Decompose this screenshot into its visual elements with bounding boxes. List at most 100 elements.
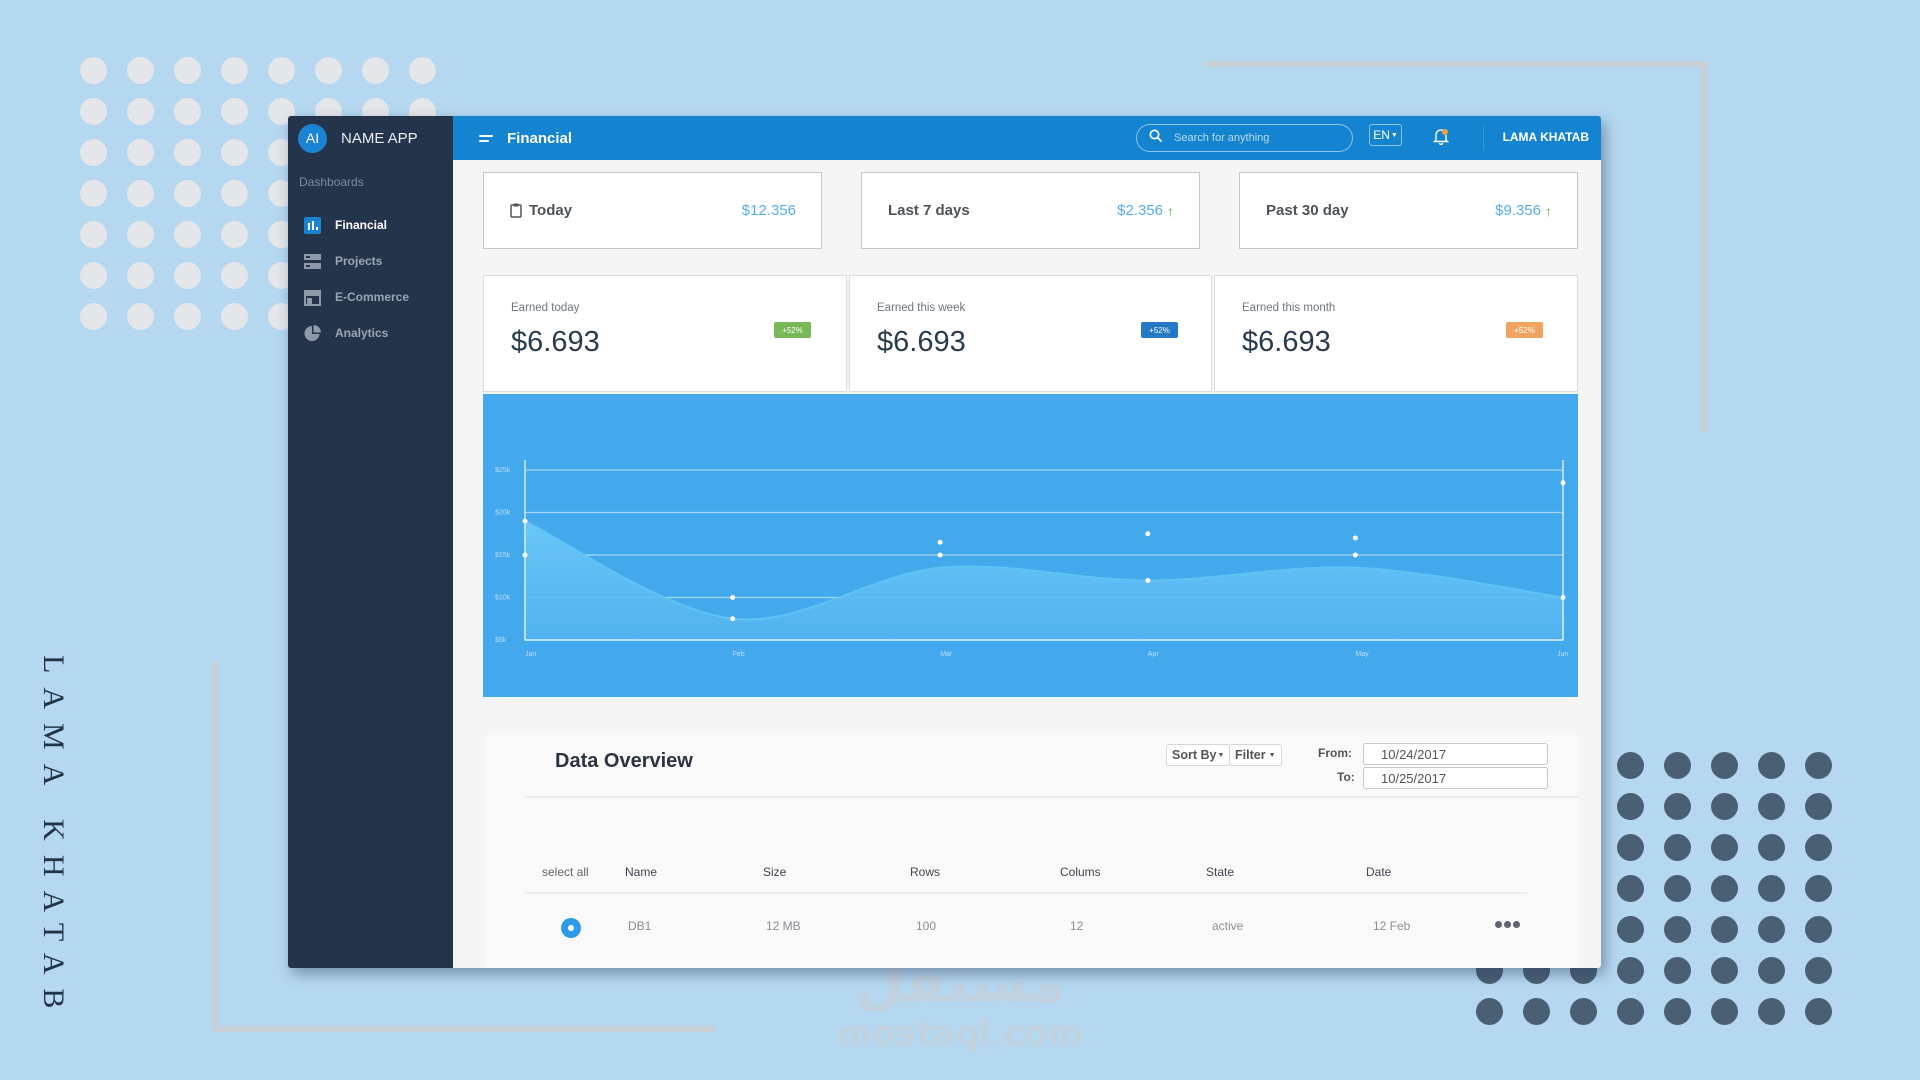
cell-state: active bbox=[1212, 919, 1244, 933]
app-name: NAME APP bbox=[341, 129, 418, 147]
overview-divider bbox=[525, 796, 1578, 798]
cell-size: 12 MB bbox=[766, 919, 801, 933]
earned-card-month: Earned this month $6.693 +52% bbox=[1214, 275, 1578, 392]
svg-text:Feb: Feb bbox=[733, 651, 745, 658]
svg-text:$20k: $20k bbox=[495, 510, 511, 517]
svg-text:$25k: $25k bbox=[495, 467, 511, 474]
column-header-size[interactable]: Size bbox=[763, 865, 787, 879]
change-badge: +52% bbox=[1506, 322, 1543, 338]
language-value: EN bbox=[1373, 128, 1390, 142]
table-header: select all Name Size Rows Colums State D… bbox=[485, 865, 1578, 885]
row-more-options-icon[interactable] bbox=[1495, 921, 1520, 928]
notification-button[interactable] bbox=[1432, 128, 1450, 150]
svg-text:Apr: Apr bbox=[1148, 651, 1160, 658]
earned-caption: Earned this week bbox=[877, 302, 966, 314]
summary-label: Last 7 days bbox=[888, 202, 970, 219]
svg-text:$5k: $5k bbox=[495, 637, 507, 644]
summary-label: Today bbox=[529, 202, 573, 219]
sidebar-section-label: Dashboards bbox=[299, 175, 364, 189]
svg-text:Mar: Mar bbox=[940, 651, 953, 658]
column-header-date[interactable]: Date bbox=[1366, 865, 1392, 879]
summary-value: $12.356 bbox=[741, 202, 796, 219]
app-window: AI NAME APP Dashboards Financial Project… bbox=[288, 116, 1601, 968]
decorative-frame-bottom-left bbox=[212, 662, 715, 1032]
filter-button[interactable]: Filter ▼ bbox=[1229, 744, 1282, 766]
watermark-latin: mostaql.com bbox=[836, 1014, 1084, 1054]
trend-up-icon: ↑ bbox=[1167, 202, 1174, 219]
from-label: From: bbox=[1318, 746, 1352, 760]
column-header-rows[interactable]: Rows bbox=[910, 865, 941, 879]
sidebar-item-label: Analytics bbox=[335, 326, 389, 340]
summary-label: Past 30 day bbox=[1266, 202, 1349, 219]
sort-by-label: Sort By bbox=[1172, 748, 1217, 762]
summary-card-today[interactable]: Today $12.356 bbox=[483, 172, 822, 249]
summary-card-past-30-days[interactable]: Past 30 day $9.356 ↑ bbox=[1239, 172, 1578, 249]
top-bar: Financial EN ▼ LAMA KHATAB bbox=[453, 116, 1601, 160]
menu-toggle-icon[interactable] bbox=[479, 131, 497, 145]
pie-chart-icon bbox=[304, 324, 321, 342]
summary-value: $9.356 bbox=[1495, 202, 1541, 219]
summary-card-last-7-days[interactable]: Last 7 days $2.356 ↑ bbox=[861, 172, 1200, 249]
earned-amount: $6.693 bbox=[511, 326, 600, 358]
sidebar-item-label: Projects bbox=[335, 254, 383, 268]
earned-caption: Earned this month bbox=[1242, 302, 1336, 314]
topbar-divider bbox=[1483, 126, 1484, 150]
sidebar-item-analytics[interactable]: Analytics bbox=[288, 315, 453, 351]
earned-amount: $6.693 bbox=[1242, 326, 1331, 358]
svg-text:Jan: Jan bbox=[525, 651, 536, 658]
store-icon bbox=[304, 289, 321, 306]
cell-date: 12 Feb bbox=[1373, 919, 1411, 933]
search-input[interactable] bbox=[1174, 132, 1324, 144]
table-row[interactable]: DB1 12 MB 100 12 active 12 Feb bbox=[485, 913, 1578, 938]
decorative-dots-dark bbox=[1476, 752, 1832, 1025]
data-overview-panel: Data Overview Sort By▼ Filter▼ From: To:… bbox=[485, 735, 1578, 968]
row-select-radio[interactable] bbox=[561, 918, 581, 938]
summary-value: $2.356 bbox=[1117, 202, 1163, 219]
svg-text:Jun: Jun bbox=[1557, 651, 1568, 658]
server-icon bbox=[304, 253, 321, 270]
sidebar-item-label: E-Commerce bbox=[335, 290, 410, 304]
search-box[interactable] bbox=[1136, 124, 1353, 152]
brand[interactable]: AI NAME APP bbox=[288, 116, 453, 160]
column-header-columns[interactable]: Colums bbox=[1060, 865, 1101, 879]
overview-title: Data Overview bbox=[555, 750, 693, 772]
svg-text:May: May bbox=[1355, 651, 1369, 658]
table-header-divider bbox=[525, 892, 1527, 894]
cell-columns: 12 bbox=[1070, 919, 1084, 933]
chart-plot: $5k $10k $15k $20k $25k Jan Feb Mar Apr May Jun bbox=[495, 460, 1568, 658]
earned-amount: $6.693 bbox=[877, 326, 966, 358]
sidebar-nav: Financial Projects E-Commerce Analytics bbox=[288, 207, 453, 351]
revenue-chart: $5k $10k $15k $20k $25k Jan Feb Mar Apr May Jun bbox=[483, 394, 1578, 697]
column-header-name[interactable]: Name bbox=[625, 865, 658, 879]
svg-text:$10k: $10k bbox=[495, 595, 511, 602]
sidebar-item-financial[interactable]: Financial bbox=[288, 207, 453, 243]
caret-down-icon: ▼ bbox=[1390, 131, 1398, 139]
sidebar-item-ecommerce[interactable]: E-Commerce bbox=[288, 279, 453, 315]
trend-up-icon: ↑ bbox=[1545, 202, 1552, 219]
select-all-toggle[interactable]: select all bbox=[542, 865, 589, 879]
sidebar: AI NAME APP Dashboards Financial Project… bbox=[288, 116, 453, 968]
filter-label: Filter bbox=[1235, 748, 1266, 762]
cell-name: DB1 bbox=[628, 919, 652, 933]
earned-card-week: Earned this week $6.693 +52% bbox=[849, 275, 1212, 392]
clipboard-icon bbox=[510, 203, 522, 218]
from-date-input[interactable] bbox=[1363, 743, 1548, 765]
search-icon bbox=[1149, 129, 1162, 147]
sidebar-item-projects[interactable]: Projects bbox=[288, 243, 453, 279]
app-logo: AI bbox=[298, 123, 327, 153]
language-selector[interactable]: EN ▼ bbox=[1369, 124, 1402, 146]
svg-text:$15k: $15k bbox=[495, 552, 511, 559]
to-label: To: bbox=[1337, 770, 1355, 784]
caret-down-icon: ▼ bbox=[1268, 751, 1276, 759]
user-menu[interactable]: LAMA KHATAB bbox=[1502, 130, 1589, 144]
column-header-state[interactable]: State bbox=[1206, 865, 1235, 879]
page-title: Financial bbox=[507, 129, 573, 147]
bell-icon bbox=[1432, 129, 1450, 146]
sort-by-button[interactable]: Sort By ▼ bbox=[1166, 744, 1231, 766]
change-badge: +52% bbox=[1141, 322, 1178, 338]
change-badge: +52% bbox=[774, 322, 811, 338]
sidebar-item-label: Financial bbox=[335, 218, 388, 232]
to-date-input[interactable] bbox=[1363, 767, 1548, 789]
earned-caption: Earned today bbox=[511, 302, 580, 314]
caret-down-icon: ▼ bbox=[1217, 751, 1225, 759]
